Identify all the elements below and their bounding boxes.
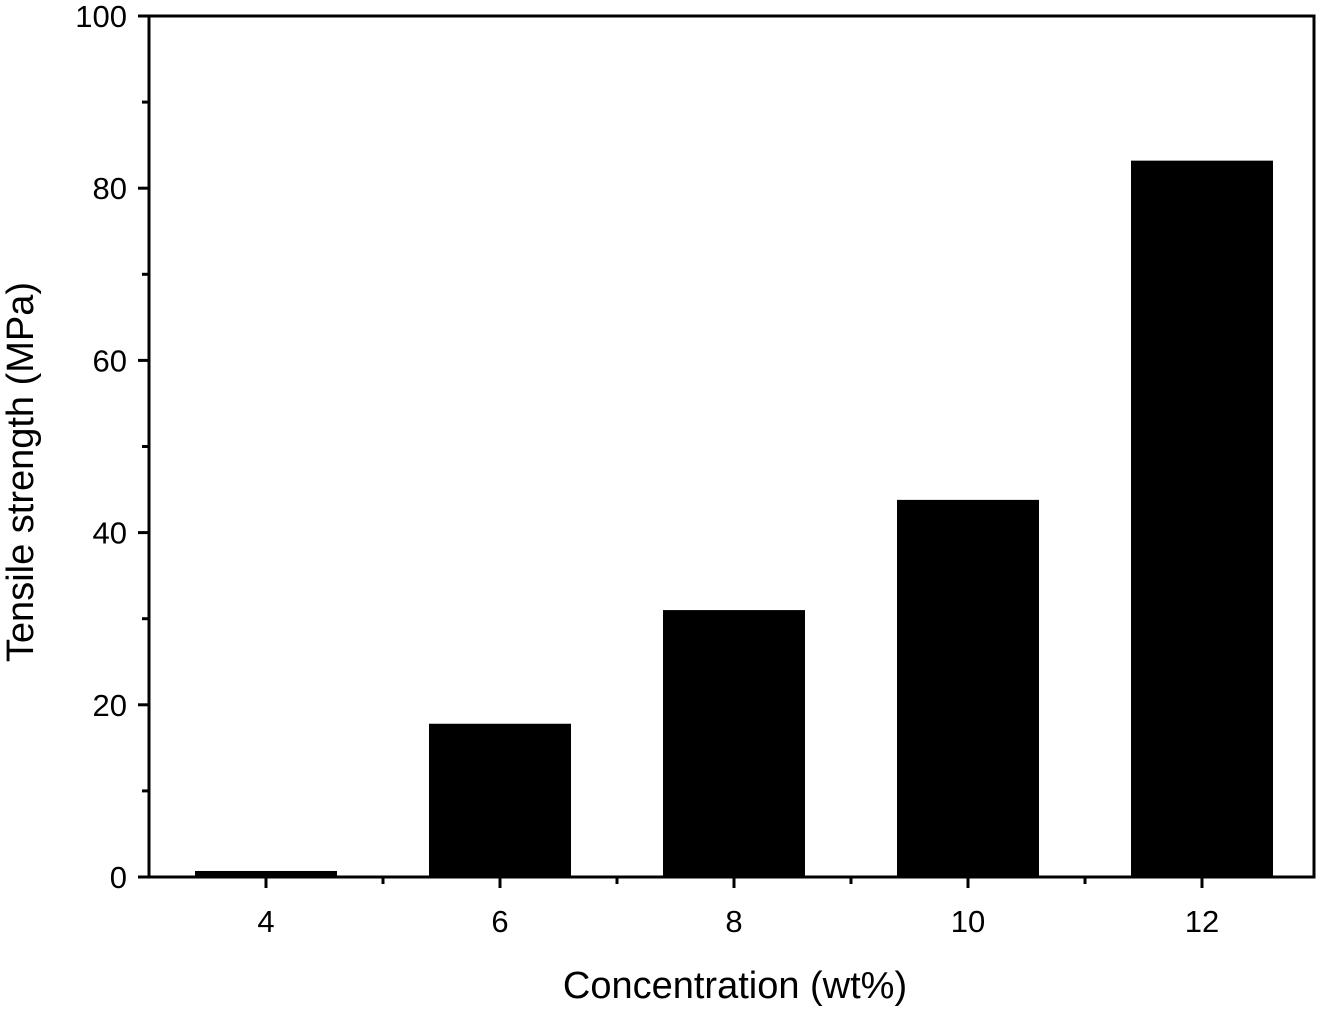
x-tick-label: 4 bbox=[257, 904, 274, 939]
x-axis-title: Concentration (wt%) bbox=[563, 965, 907, 1007]
bar-4 bbox=[195, 870, 337, 877]
y-axis-title: Tensile strength (MPa) bbox=[0, 282, 42, 662]
tick-labels: 0 20 40 60 80 100 4 6 8 10 12 bbox=[75, 0, 1219, 939]
x-tick-label: 12 bbox=[1185, 904, 1219, 939]
y-tick-label: 60 bbox=[93, 343, 127, 378]
y-tick-label: 40 bbox=[93, 516, 127, 551]
axes bbox=[138, 14, 1316, 888]
y-tick-label: 0 bbox=[110, 860, 127, 895]
y-tick-label: 80 bbox=[93, 171, 127, 206]
x-tick-label: 6 bbox=[491, 904, 508, 939]
bar-8 bbox=[663, 610, 805, 877]
bar-6 bbox=[429, 723, 571, 877]
bar-12 bbox=[1131, 160, 1273, 877]
y-tick-label: 20 bbox=[93, 688, 127, 723]
x-tick-label: 10 bbox=[951, 904, 985, 939]
y-tick-label: 100 bbox=[75, 0, 127, 34]
bar-10 bbox=[897, 499, 1039, 877]
bars bbox=[195, 160, 1273, 877]
x-tick-label: 8 bbox=[725, 904, 742, 939]
